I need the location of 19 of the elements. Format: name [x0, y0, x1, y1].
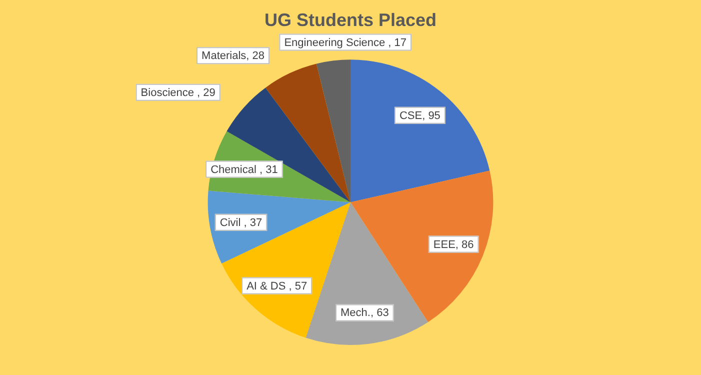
- data-label: , 29: [197, 86, 216, 99]
- data-label: , 31: [259, 164, 278, 176]
- chart-title: UG Students Placed: [264, 10, 437, 30]
- slice-label: EEE: [433, 238, 456, 251]
- slice-label: Mech.: [340, 307, 370, 320]
- slice-label: Bioscience: [140, 86, 198, 99]
- data-label: , 57: [288, 280, 308, 292]
- data-label: , 17: [388, 36, 407, 49]
- slice-label: Civil: [220, 216, 244, 229]
- data-label: , 86: [455, 238, 474, 251]
- data-label: , 37: [244, 216, 262, 229]
- slice-label: Engineering Science: [284, 36, 388, 49]
- slice-label: CSE: [399, 110, 422, 122]
- data-label: , 95: [422, 110, 440, 122]
- data-label: , 28: [246, 50, 265, 62]
- slice-label: Chemical: [210, 164, 260, 176]
- slice-label: Materials: [202, 50, 247, 62]
- data-label: , 63: [370, 307, 389, 320]
- slice-label: AI & DS: [246, 280, 289, 292]
